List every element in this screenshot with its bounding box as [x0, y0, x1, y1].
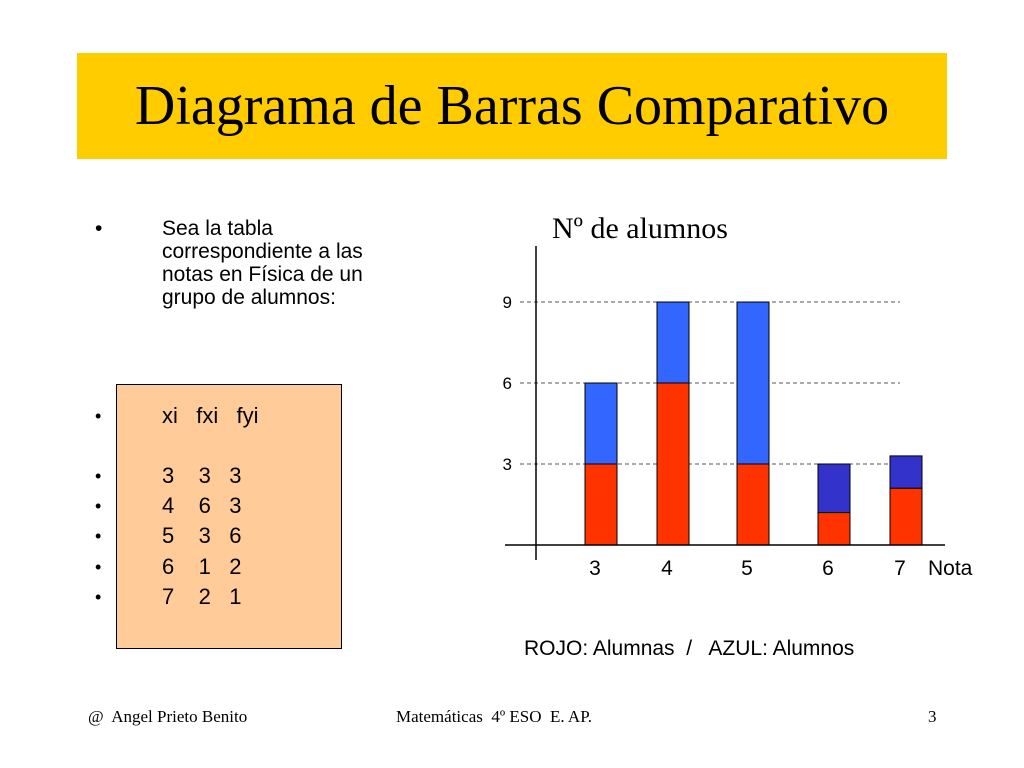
footer-page-number: 3	[928, 707, 937, 726]
y-tick-label: 6	[503, 374, 512, 393]
x-axis-label: Nota	[928, 557, 973, 580]
bullet: •	[95, 406, 102, 426]
bar-alumnas	[817, 512, 851, 546]
table-row: • 5 3 6	[95, 523, 242, 549]
grid-lines	[520, 301, 900, 465]
bullet: •	[95, 557, 102, 577]
bar-alumnos	[736, 301, 770, 465]
x-tick-labels: 3 4 5 6 7	[589, 557, 906, 580]
y-tick-label: 9	[503, 293, 512, 312]
table-header: xi fxi fyi	[162, 403, 259, 428]
chart-legend: ROJO: Alumnas / AZUL: Alumnos	[524, 637, 854, 660]
table-row: • 6 1 2	[95, 554, 242, 580]
footer-course: Matemáticas 4º ESO E. AP.	[396, 707, 593, 726]
bullet: •	[95, 466, 102, 486]
bullet: •	[95, 496, 102, 516]
x-tick-label: 3	[589, 557, 601, 580]
table-row-values: 5 3 6	[162, 523, 242, 548]
slide-title: Diagrama de Barras Comparativo	[134, 75, 890, 137]
bullet: •	[95, 526, 102, 546]
table-row-values: 3 3 3	[162, 463, 242, 488]
table-row-values: 6 1 2	[162, 554, 242, 579]
x-tick-label: 7	[894, 557, 906, 580]
bar-alumnos	[817, 463, 851, 514]
bar-alumnas	[584, 463, 618, 546]
bar-alumnas	[889, 487, 923, 546]
table-row: • 7 2 1	[95, 584, 242, 610]
title-banner: Diagrama de Barras Comparativo	[77, 53, 947, 159]
bar-alumnas	[736, 463, 770, 546]
bar-alumnos	[584, 382, 618, 465]
bar-alumnas	[656, 382, 690, 546]
bullet: •	[95, 217, 103, 240]
footer-author: @ Angel Prieto Benito	[88, 707, 248, 726]
table-row: • 3 3 3	[95, 463, 242, 489]
bar-alumnos	[656, 301, 690, 384]
x-tick-label: 4	[661, 557, 673, 580]
x-tick-label: 6	[822, 557, 834, 580]
table-row-values: 4 6 3	[162, 493, 242, 518]
intro-text: Sea la tabla correspondiente a las notas…	[162, 217, 363, 309]
y-tick-label: 3	[503, 455, 512, 474]
bullet: •	[95, 587, 102, 607]
x-tick-label: 5	[741, 557, 753, 580]
bar-alumnos	[889, 455, 923, 489]
chart-title: Nº de alumnos	[552, 212, 728, 245]
table-header-row: • xi fxi fyi	[95, 403, 259, 429]
y-tick-labels: 3 6 9	[503, 293, 512, 474]
table-row: • 4 6 3	[95, 493, 242, 519]
frequency-table-box	[116, 384, 342, 649]
bars	[584, 301, 923, 546]
table-row-values: 7 2 1	[162, 584, 242, 609]
